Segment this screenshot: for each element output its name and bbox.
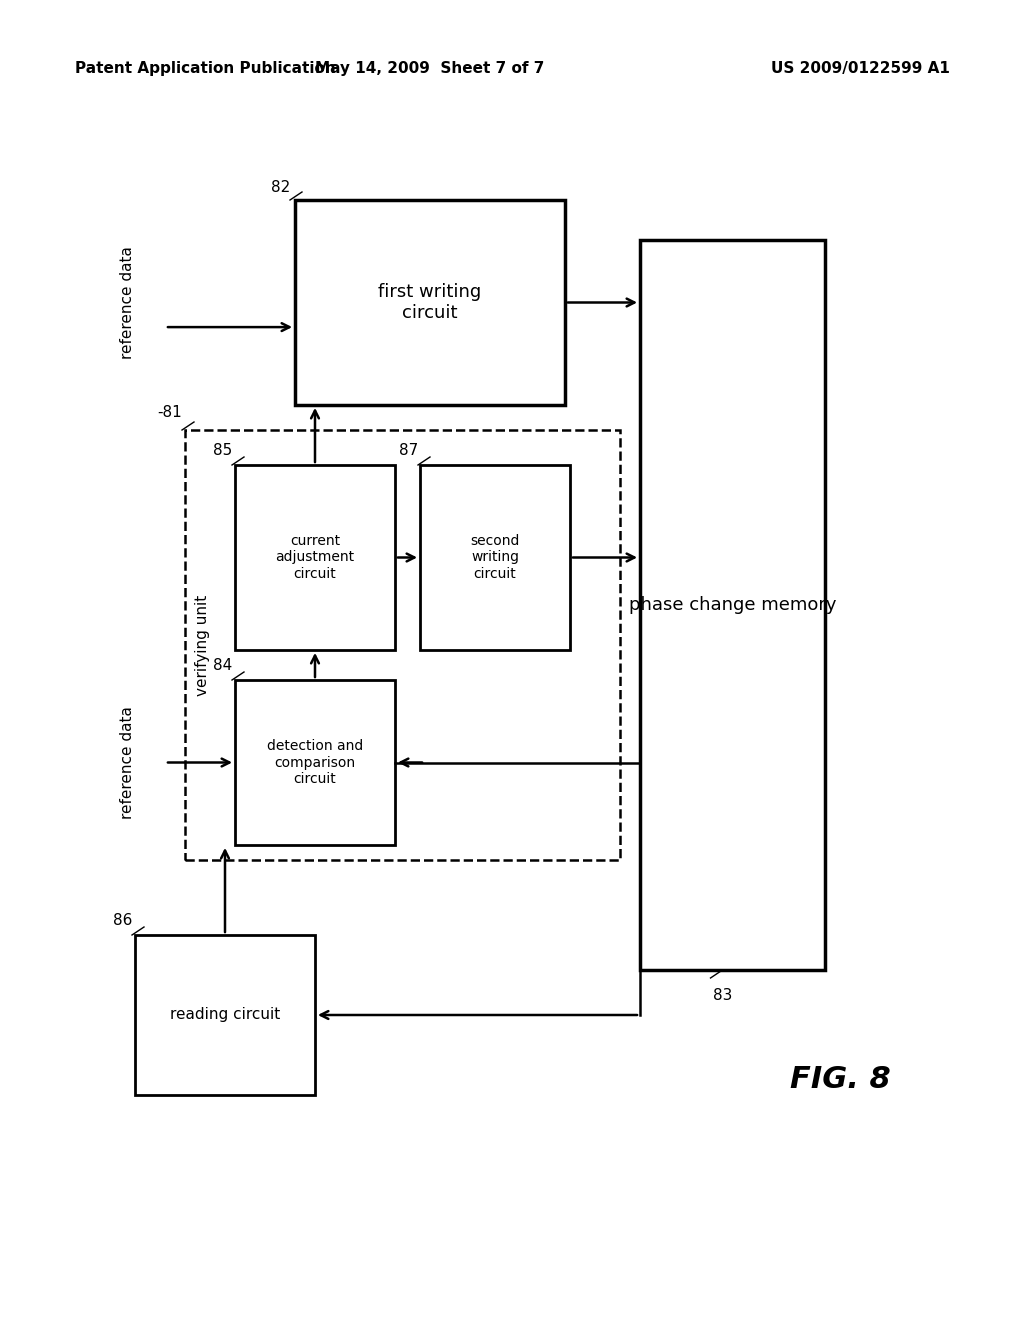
Bar bbox=[640, 240, 825, 970]
Bar bbox=[234, 465, 395, 649]
Text: 86: 86 bbox=[113, 913, 132, 928]
Text: reference data: reference data bbox=[121, 246, 135, 359]
Text: second
writing
circuit: second writing circuit bbox=[470, 535, 520, 581]
Text: 85: 85 bbox=[213, 444, 232, 458]
Text: US 2009/0122599 A1: US 2009/0122599 A1 bbox=[771, 61, 950, 75]
Text: 87: 87 bbox=[398, 444, 418, 458]
Text: verifying unit: verifying unit bbox=[196, 594, 211, 696]
Text: Patent Application Publication: Patent Application Publication bbox=[75, 61, 336, 75]
Bar bbox=[234, 680, 395, 845]
Text: 83: 83 bbox=[713, 987, 732, 1003]
Text: reference data: reference data bbox=[121, 706, 135, 818]
Text: detection and
comparison
circuit: detection and comparison circuit bbox=[267, 739, 364, 785]
Text: May 14, 2009  Sheet 7 of 7: May 14, 2009 Sheet 7 of 7 bbox=[315, 61, 545, 75]
Text: -81: -81 bbox=[158, 405, 182, 420]
Text: reading circuit: reading circuit bbox=[170, 1007, 281, 1023]
Text: 82: 82 bbox=[270, 180, 290, 195]
Bar bbox=[135, 935, 315, 1096]
Text: phase change memory: phase change memory bbox=[629, 597, 837, 614]
Bar bbox=[420, 465, 570, 649]
Bar bbox=[295, 201, 565, 405]
Text: FIG. 8: FIG. 8 bbox=[790, 1065, 891, 1094]
Text: current
adjustment
circuit: current adjustment circuit bbox=[275, 535, 354, 581]
Text: first writing
circuit: first writing circuit bbox=[379, 282, 481, 322]
Bar bbox=[185, 430, 620, 861]
Text: 84: 84 bbox=[213, 657, 232, 673]
